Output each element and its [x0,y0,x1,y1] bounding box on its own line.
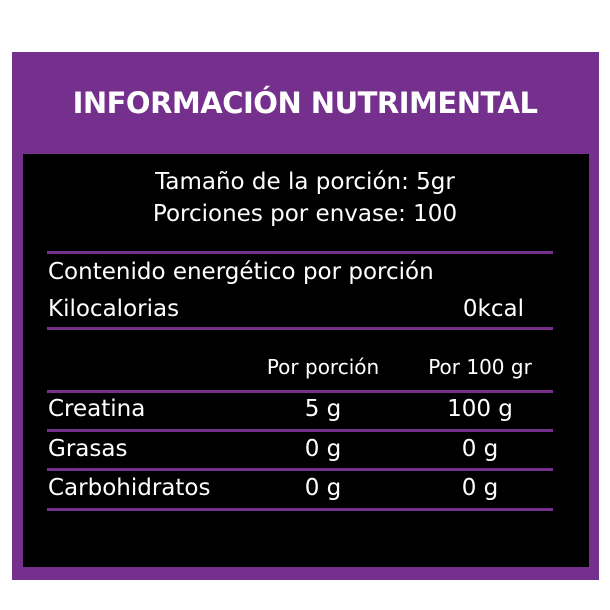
energy-heading: Contenido energético por porción [48,259,434,285]
divider [47,327,553,330]
header-per-100g: Por 100 gr [428,355,532,379]
per-100g-value: 0 g [461,436,499,462]
nutrient-name: Creatina [48,396,146,422]
label-title: INFORMACIÓN NUTRIMENTAL [72,86,538,120]
divider [47,390,553,393]
per-100g-value: 100 g [447,396,513,422]
servings-per-container: Porciones por envase: 100 [152,201,458,227]
kilocalories-label: Kilocalorias [48,296,180,322]
divider [47,429,553,432]
nutrient-name: Grasas [48,436,128,462]
divider [47,508,553,511]
divider [47,251,553,254]
nutrient-name: Carbohidratos [48,475,211,501]
per-100g-value: 0 g [461,475,499,501]
nutrition-panel [23,154,589,567]
per-serving-value: 5 g [304,396,342,422]
per-serving-value: 0 g [304,436,342,462]
kilocalories-value: 0kcal [462,296,524,322]
per-serving-value: 0 g [304,475,342,501]
divider [47,468,553,471]
serving-size: Tamaño de la porción: 5gr [155,169,455,195]
header-per-serving: Por porción [266,355,380,379]
